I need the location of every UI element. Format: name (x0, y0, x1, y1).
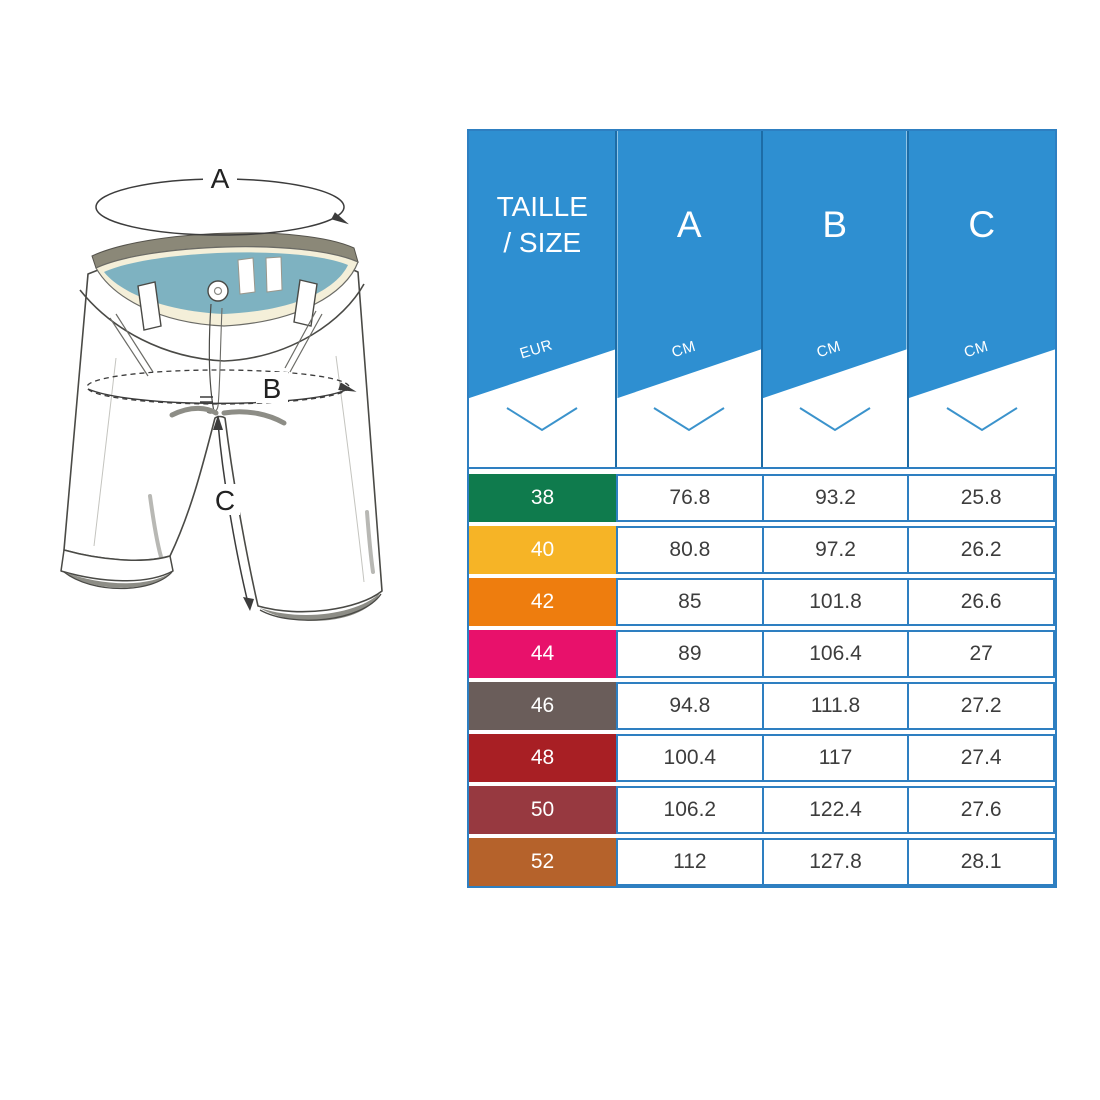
measure-c-line (217, 422, 249, 604)
table-row: 46 94.8 111.8 27.2 (469, 682, 1056, 730)
shorts-diagram: A B C (60, 162, 383, 621)
value-cell-c: 27.4 (907, 734, 1056, 782)
column-header-a: A CM (615, 131, 761, 467)
value-cell-a: 89 (616, 630, 764, 678)
left-cuff (60, 549, 174, 582)
measure-b-arrowhead (338, 382, 357, 392)
value-cell-b: 97.2 (761, 526, 910, 574)
header-blue-panel (469, 131, 616, 399)
value-cell-c: 26.6 (907, 578, 1056, 626)
header-blue-panel (617, 131, 761, 399)
value-cell-c: 28.1 (907, 838, 1056, 886)
value-cell-c: 25.8 (907, 474, 1056, 522)
value-cell-a: 106.2 (616, 786, 764, 834)
value-cell-c: 27.6 (907, 786, 1056, 834)
value-cell-a: 85 (616, 578, 764, 626)
column-title: C (968, 204, 996, 246)
value-cell-b: 117 (761, 734, 910, 782)
column-header-b: B CM (761, 131, 907, 467)
value-cell-b: 106.4 (761, 630, 910, 678)
value-cell-a: 94.8 (616, 682, 764, 730)
size-cell: 44 (469, 630, 616, 678)
column-title: TAILLE / SIZE (496, 190, 588, 259)
measure-label-b: B (263, 373, 282, 404)
chevron-down-icon[interactable] (504, 405, 580, 435)
measure-label-c: C (215, 485, 235, 516)
size-cell: 52 (469, 838, 616, 886)
chevron-down-icon[interactable] (651, 405, 727, 435)
value-cell-b: 111.8 (761, 682, 910, 730)
belt-loop-right (293, 279, 318, 327)
chevron-down-icon[interactable] (797, 405, 873, 435)
column-title: B (822, 204, 848, 246)
size-cell: 40 (469, 526, 616, 574)
size-table: TAILLE / SIZE EUR A CM B CM C CM (467, 129, 1057, 888)
measure-b-ellipse (86, 369, 350, 405)
table-row: 40 80.8 97.2 26.2 (469, 526, 1056, 574)
size-cell: 48 (469, 734, 616, 782)
size-cell: 38 (469, 474, 616, 522)
value-cell-b: 101.8 (761, 578, 910, 626)
value-cell-b: 93.2 (761, 474, 910, 522)
size-cell: 46 (469, 682, 616, 730)
table-row: 50 106.2 122.4 27.6 (469, 786, 1056, 834)
table-row: 42 85 101.8 26.6 (469, 578, 1056, 626)
value-cell-c: 27.2 (907, 682, 1056, 730)
measure-a-arrowhead (331, 212, 349, 225)
header-blue-panel (763, 131, 907, 399)
value-cell-c: 26.2 (907, 526, 1056, 574)
size-cell: 50 (469, 786, 616, 834)
column-header-c: C CM (906, 131, 1055, 467)
value-cell-a: 80.8 (616, 526, 764, 574)
value-cell-b: 122.4 (761, 786, 910, 834)
belt-loop-left (137, 281, 162, 331)
value-cell-a: 112 (616, 838, 764, 886)
value-cell-b: 127.8 (761, 838, 910, 886)
value-cell-c: 27 (907, 630, 1056, 678)
size-cell: 42 (469, 578, 616, 626)
column-title: A (676, 204, 702, 246)
table-row: 44 89 106.4 27 (469, 630, 1056, 678)
chevron-down-icon[interactable] (944, 405, 1020, 435)
table-row: 52 112 127.8 28.1 (469, 838, 1056, 886)
table-row: 48 100.4 117 27.4 (469, 734, 1056, 782)
value-cell-a: 76.8 (616, 474, 764, 522)
header-blue-panel (908, 131, 1055, 399)
table-row: 38 76.8 93.2 25.8 (469, 474, 1056, 522)
table-body: 38 76.8 93.2 25.8 40 80.8 97.2 26.2 42 8… (469, 469, 1056, 886)
left-hem-shadow (64, 572, 172, 588)
value-cell-a: 100.4 (616, 734, 764, 782)
waistband-lining-teal (104, 252, 348, 314)
table-header: TAILLE / SIZE EUR A CM B CM C CM (469, 131, 1055, 469)
measure-label-a: A (211, 163, 230, 194)
button (207, 280, 229, 302)
column-header-size: TAILLE / SIZE EUR (469, 131, 616, 467)
